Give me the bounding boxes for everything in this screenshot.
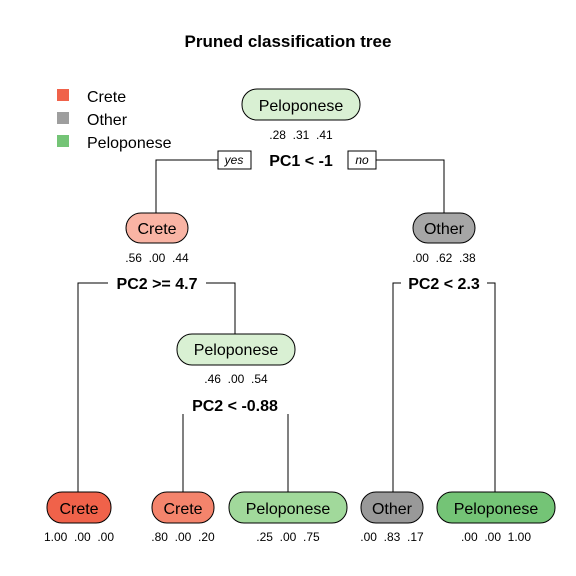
leaf-probs-crete-a: 1.00 .00 .00	[44, 530, 114, 544]
node-probs-other1: .00 .62 .38	[412, 251, 476, 265]
leaf-label-pelo-a: Peloponese	[246, 501, 331, 518]
node-probs-crete1: .56 .00 .44	[125, 251, 189, 265]
leaf-box-other	[360, 491, 424, 524]
legend-label-peloponese: Peloponese	[87, 135, 172, 152]
leaf-box-pelo-a	[228, 491, 348, 524]
split-crete1: PC2 >= 4.7	[117, 276, 198, 293]
split-pelo2: PC2 < -0.88	[192, 398, 278, 415]
leaf-probs-pelo-a: .25 .00 .75	[256, 530, 320, 544]
node-box-other1	[412, 212, 476, 244]
edge-other1-right	[487, 282, 496, 495]
node-probs-pelo2: .46 .00 .54	[204, 372, 268, 386]
edge-crete1-left	[77, 282, 108, 495]
legend: Crete Other Peloponese	[57, 89, 172, 152]
branch-labels: yes no	[217, 150, 377, 170]
leaf-crete-a: Crete 1.00 .00 .00	[44, 491, 114, 544]
legend-label-crete: Crete	[87, 89, 126, 106]
leaf-other: Other .00 .83 .17	[360, 491, 424, 544]
leaf-pelo-a: Peloponese .25 .00 .75	[228, 491, 348, 544]
split-bg-root	[256, 150, 347, 170]
legend-label-other: Other	[87, 112, 128, 129]
leaf-probs-other: .00 .83 .17	[360, 530, 424, 544]
node-box-crete1	[125, 212, 189, 244]
node-label-root: Peloponese	[259, 98, 344, 115]
split-labels: PC1 < -1 PC2 >= 4.7 PC2 < 2.3 PC2 < -0.8…	[108, 150, 487, 415]
leaf-box-crete-b	[151, 491, 215, 524]
leaf-pelo-b: Peloponese .00 .00 1.00	[436, 491, 556, 544]
edge-other1-left	[392, 282, 401, 495]
legend-swatch-peloponese	[57, 135, 69, 147]
leaf-probs-pelo-b: .00 .00 1.00	[461, 530, 531, 544]
diagram-title: Pruned classification tree	[185, 32, 392, 51]
leaf-probs-crete-b: .80 .00 .20	[151, 530, 215, 544]
yes-label: yes	[224, 153, 244, 167]
node-other1: Other .00 .62 .38	[412, 212, 476, 265]
node-root: Peloponese .28 .31 .41	[241, 88, 361, 142]
split-bg-crete1	[108, 273, 206, 293]
split-root: PC1 < -1	[269, 153, 333, 170]
no-label: no	[355, 153, 369, 167]
yes-box	[217, 150, 252, 170]
node-crete1: Crete .56 .00 .44	[125, 212, 189, 265]
tree-edges	[77, 159, 496, 495]
leaf-label-crete-b: Crete	[163, 501, 202, 518]
node-probs-root: .28 .31 .41	[269, 128, 333, 142]
node-label-crete1: Crete	[137, 221, 176, 238]
legend-swatch-crete	[57, 89, 69, 101]
leaf-box-crete-a	[46, 491, 112, 524]
edge-crete1-right	[206, 282, 236, 336]
leaf-label-crete-a: Crete	[59, 501, 98, 518]
edge-root-yes	[155, 159, 218, 215]
node-box-root	[241, 88, 361, 121]
node-pelo2: Peloponese .46 .00 .54	[176, 333, 296, 386]
split-other1: PC2 < 2.3	[408, 276, 480, 293]
leaf-box-pelo-b	[436, 491, 556, 524]
edge-root-no	[376, 159, 445, 215]
no-box	[347, 150, 377, 170]
split-bg-other1	[401, 273, 487, 293]
node-box-pelo2	[176, 333, 296, 366]
legend-swatch-other	[57, 112, 69, 124]
node-label-other1: Other	[424, 221, 465, 238]
node-label-pelo2: Peloponese	[194, 342, 279, 359]
leaf-crete-b: Crete .80 .00 .20	[151, 491, 215, 544]
leaf-label-pelo-b: Peloponese	[454, 501, 539, 518]
leaf-label-other: Other	[372, 501, 413, 518]
